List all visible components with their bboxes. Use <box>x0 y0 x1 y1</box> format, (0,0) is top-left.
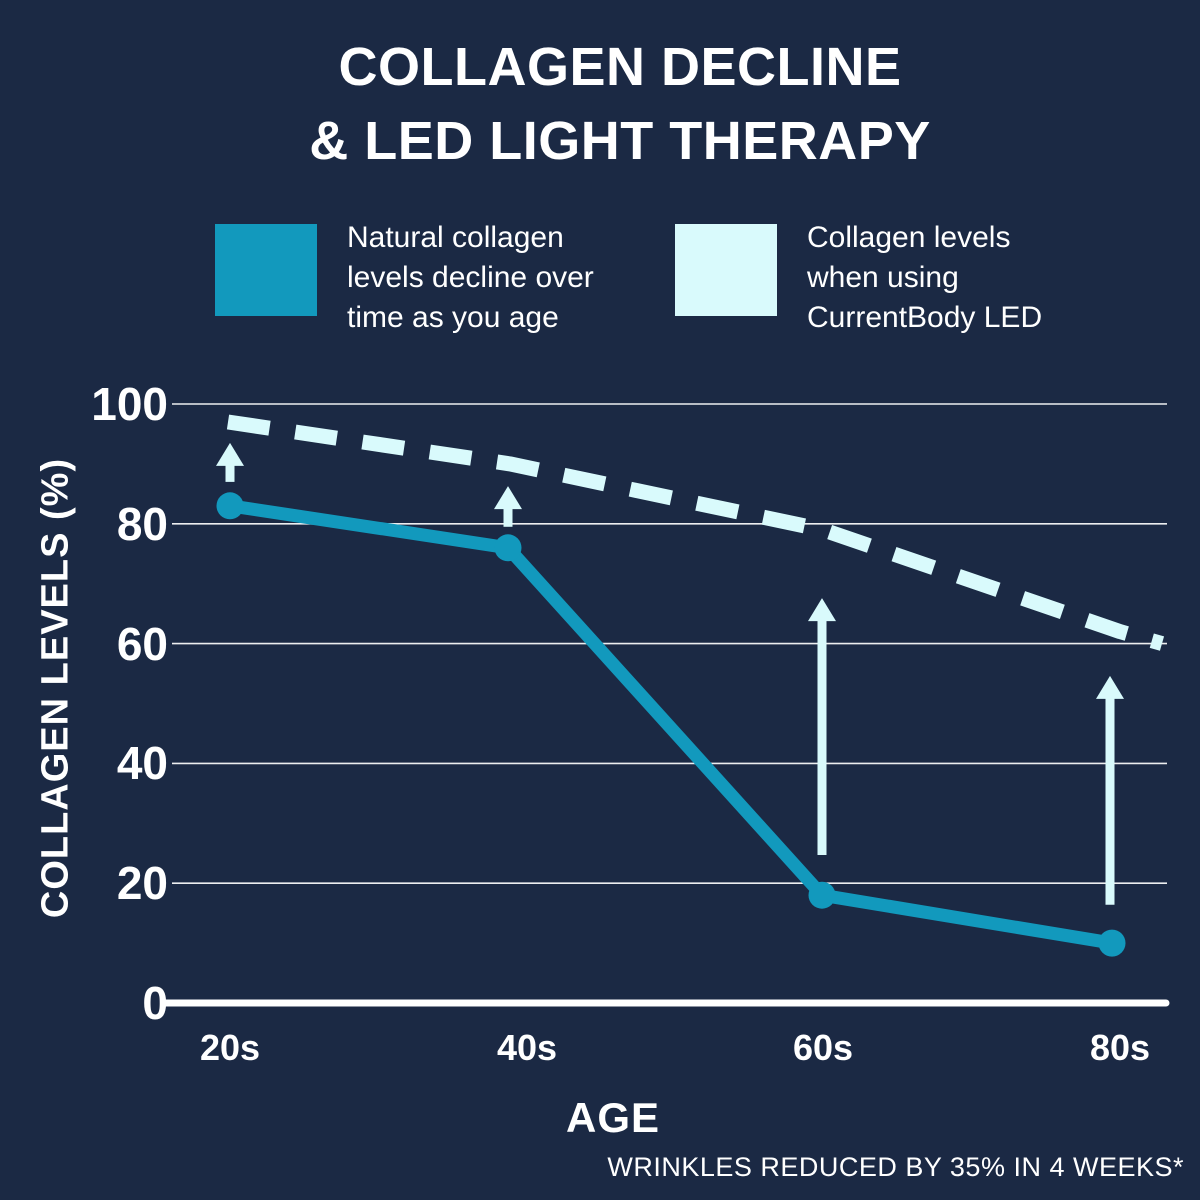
up-arrow-head <box>1096 675 1124 699</box>
y-tick-label: 100 <box>91 378 168 430</box>
y-tick-label: 60 <box>116 617 168 670</box>
y-tick-label: 0 <box>142 977 168 1029</box>
x-tick-label: 40s <box>496 1027 558 1068</box>
data-point-marker <box>494 534 522 562</box>
legend-swatch-natural-collagen <box>215 224 317 316</box>
x-tick-label: 20s <box>199 1027 261 1068</box>
footnote: WRINKLES REDUCED BY 35% IN 4 WEEKS* <box>607 1152 1184 1182</box>
legend-label-currentbody-led: Collagen levels when using CurrentBody L… <box>807 221 1043 334</box>
y-tick-label: 20 <box>116 857 168 910</box>
up-arrow-head <box>494 486 522 510</box>
legend-label-natural-collagen: Natural collagen levels decline over tim… <box>347 221 594 334</box>
y-tick-label: 40 <box>116 737 168 790</box>
legend-swatch-currentbody-led <box>675 224 777 316</box>
series-line-natural <box>223 499 1119 950</box>
up-arrow-head <box>216 442 244 466</box>
page-title: COLLAGEN DECLINE & LED LIGHT THERAPY <box>309 37 931 171</box>
x-tick-label: 80s <box>1089 1027 1151 1068</box>
up-arrow-head <box>808 598 836 622</box>
x-tick-label: 60s <box>792 1027 854 1068</box>
x-axis-title: AGE <box>565 1094 660 1141</box>
y-tick-label: 80 <box>116 497 168 550</box>
data-point-marker <box>1098 929 1126 957</box>
data-point-marker <box>216 492 244 520</box>
data-point-marker <box>808 881 836 909</box>
